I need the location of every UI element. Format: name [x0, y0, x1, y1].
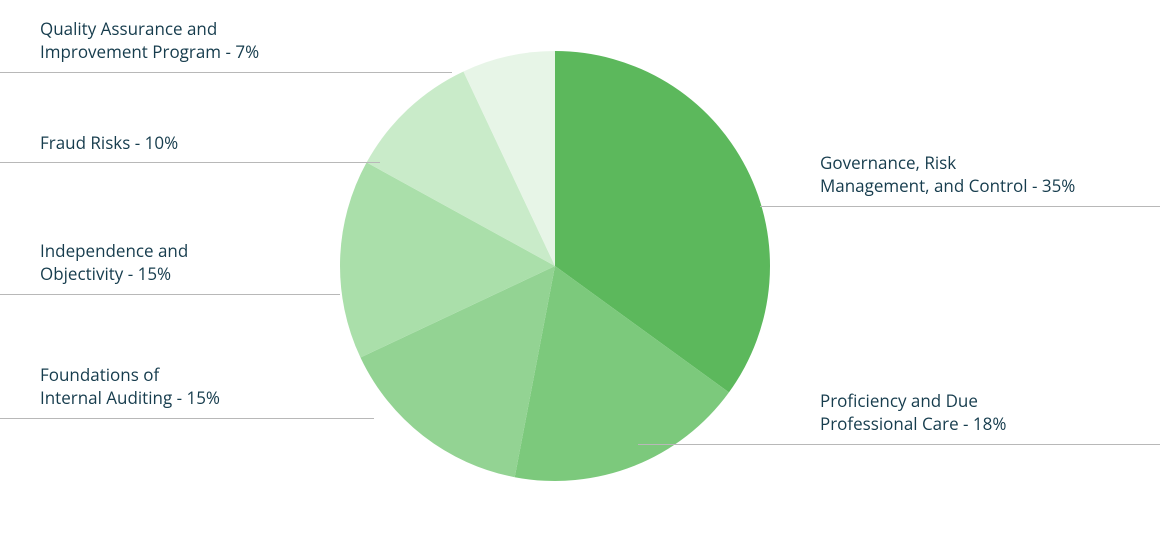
label-prof: Proficiency and Due Professional Care - … — [820, 390, 1160, 436]
underline-found — [0, 418, 374, 419]
underline-grc — [760, 206, 1160, 207]
underline-qaip — [0, 72, 452, 73]
underline-prof — [638, 444, 1160, 445]
label-grc: Governance, Risk Management, and Control… — [820, 152, 1160, 198]
label-found: Foundations of Internal Auditing - 15% — [40, 364, 280, 410]
underline-indep — [0, 294, 340, 295]
underline-fraud — [0, 162, 380, 163]
label-indep: Independence and Objectivity - 15% — [40, 240, 240, 286]
label-fraud: Fraud Risks - 10% — [40, 132, 240, 155]
label-qaip: Quality Assurance and Improvement Progra… — [40, 18, 300, 64]
